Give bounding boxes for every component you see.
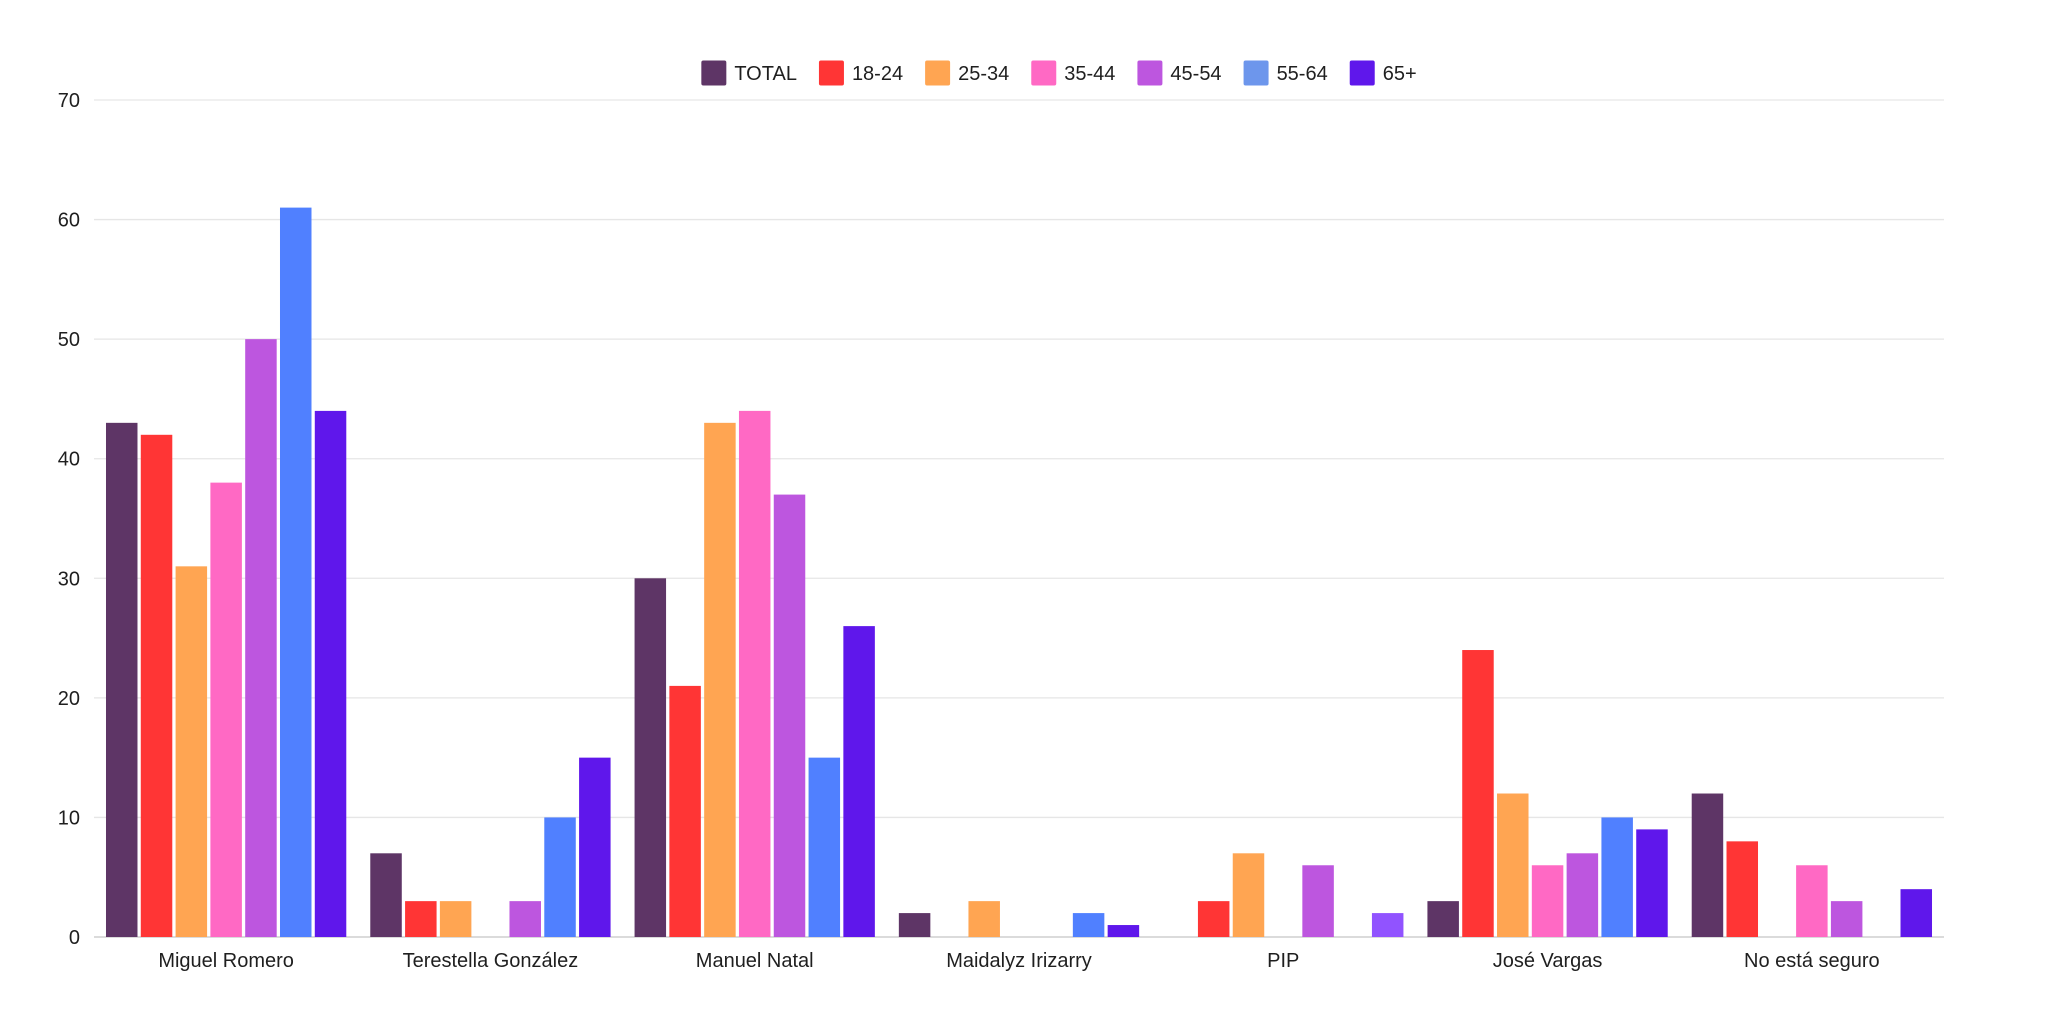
bar-manuel-natal-18-24	[669, 685, 701, 937]
legend-item-total[interactable]: TOTAL	[701, 60, 797, 86]
y-tick-label: 30	[58, 568, 80, 590]
x-tick-label-pip: PIP	[1267, 950, 1299, 972]
bar-miguel-romero-35-44	[210, 482, 242, 937]
bar-pip-18-24	[1197, 901, 1230, 937]
bar-no-esta-seguro-65plus	[1900, 889, 1933, 937]
bar-pip-45-54	[1302, 865, 1334, 937]
bar-no-esta-seguro-45-54	[1830, 901, 1863, 937]
bar-maidalyz-irizarry-55-64	[1072, 913, 1105, 937]
bar-miguel-romero-65plus	[314, 410, 347, 937]
bar-jose-vargas-45-54	[1566, 853, 1599, 937]
legend-swatch	[1137, 60, 1163, 86]
bar-pip-25-34	[1232, 853, 1265, 937]
legend-swatch	[925, 60, 951, 86]
legend-label: 65+	[1383, 63, 1417, 85]
bar-jose-vargas-total	[1427, 901, 1459, 937]
y-tick-label: 50	[58, 329, 80, 351]
legend-label: 55-64	[1277, 63, 1328, 85]
legend-label: 45-54	[1170, 63, 1221, 85]
legend-label: 35-44	[1064, 63, 1115, 85]
y-tick-label: 0	[69, 927, 80, 949]
bar-jose-vargas-55-64	[1601, 817, 1633, 937]
bar-miguel-romero-18-24	[140, 434, 173, 937]
bar-miguel-romero-55-64	[279, 207, 312, 938]
legend-swatch	[818, 60, 844, 86]
bar-terestella-gonzalez-45-54	[509, 901, 541, 937]
bar-maidalyz-irizarry-total	[898, 913, 931, 937]
legend-label: 18-24	[852, 63, 903, 85]
legend-item-55-64[interactable]: 55-64	[1243, 60, 1328, 86]
legend-item-25-34[interactable]: 25-34	[925, 60, 1009, 86]
legend: TOTAL 18-24 25-34 35-44 45-54 55-64 65+	[701, 60, 1417, 86]
y-axis-ticks: 0 10 20 30 40 50 60 70	[58, 90, 80, 949]
x-tick-label-miguel-romero: Miguel Romero	[158, 950, 294, 972]
bar-terestella-gonzalez-25-34	[439, 901, 472, 937]
bar-manuel-natal-25-34	[704, 422, 736, 938]
legend-swatch	[701, 60, 727, 86]
bar-manuel-natal-45-54	[773, 494, 806, 937]
bar-no-esta-seguro-18-24	[1726, 841, 1759, 937]
x-tick-label-jose-vargas: José Vargas	[1493, 950, 1603, 972]
bars	[105, 207, 1933, 938]
bar-manuel-natal-total	[634, 578, 667, 937]
bar-miguel-romero-45-54	[245, 339, 277, 937]
legend-item-18-24[interactable]: 18-24	[818, 60, 903, 86]
bar-jose-vargas-25-34	[1497, 793, 1529, 937]
x-tick-label-maidalyz-irizarry: Maidalyz Irizarry	[946, 950, 1092, 972]
bar-manuel-natal-55-64	[808, 757, 841, 937]
legend-swatch	[1349, 60, 1375, 86]
x-axis-categories: Miguel Romero Terestella González Manuel N…	[158, 950, 1879, 972]
bar-terestella-gonzalez-18-24	[405, 901, 437, 937]
bar-maidalyz-irizarry-65plus	[1107, 925, 1140, 937]
bar-terestella-gonzalez-65plus	[579, 757, 611, 937]
bar-miguel-romero-total	[105, 422, 138, 938]
x-tick-label-no-esta-seguro: No está seguro	[1744, 950, 1880, 972]
y-tick-label: 40	[58, 449, 80, 471]
legend-label: 25-34	[958, 63, 1009, 85]
legend-label: TOTAL	[734, 63, 797, 85]
bar-jose-vargas-18-24	[1462, 650, 1494, 937]
legend-item-45-54[interactable]: 45-54	[1137, 60, 1222, 86]
legend-swatch	[1031, 60, 1057, 86]
bar-miguel-romero-25-34	[175, 566, 208, 937]
bar-manuel-natal-35-44	[738, 410, 771, 937]
y-tick-label: 60	[58, 210, 80, 232]
bar-maidalyz-irizarry-25-34	[968, 901, 1000, 937]
legend-item-65plus[interactable]: 65+	[1349, 60, 1417, 86]
gridlines	[94, 99, 1944, 938]
x-tick-label-manuel-natal: Manuel Natal	[696, 950, 814, 972]
bar-jose-vargas-65plus	[1636, 829, 1668, 937]
bar-manuel-natal-65plus	[843, 626, 875, 937]
bar-terestella-gonzalez-total	[370, 853, 402, 937]
y-tick-label: 20	[58, 688, 80, 710]
bar-terestella-gonzalez-55-64	[544, 817, 576, 937]
y-tick-label: 10	[58, 807, 80, 829]
bar-no-esta-seguro-35-44	[1796, 865, 1828, 937]
legend-swatch	[1243, 60, 1269, 86]
bar-jose-vargas-35-44	[1531, 865, 1564, 937]
bar-pip-65plus	[1371, 913, 1404, 937]
x-tick-label-terestella-gonzalez: Terestella González	[403, 950, 579, 972]
legend-item-35-44[interactable]: 35-44	[1031, 60, 1115, 86]
bar-no-esta-seguro-total	[1691, 793, 1724, 937]
y-tick-label: 70	[58, 90, 80, 112]
